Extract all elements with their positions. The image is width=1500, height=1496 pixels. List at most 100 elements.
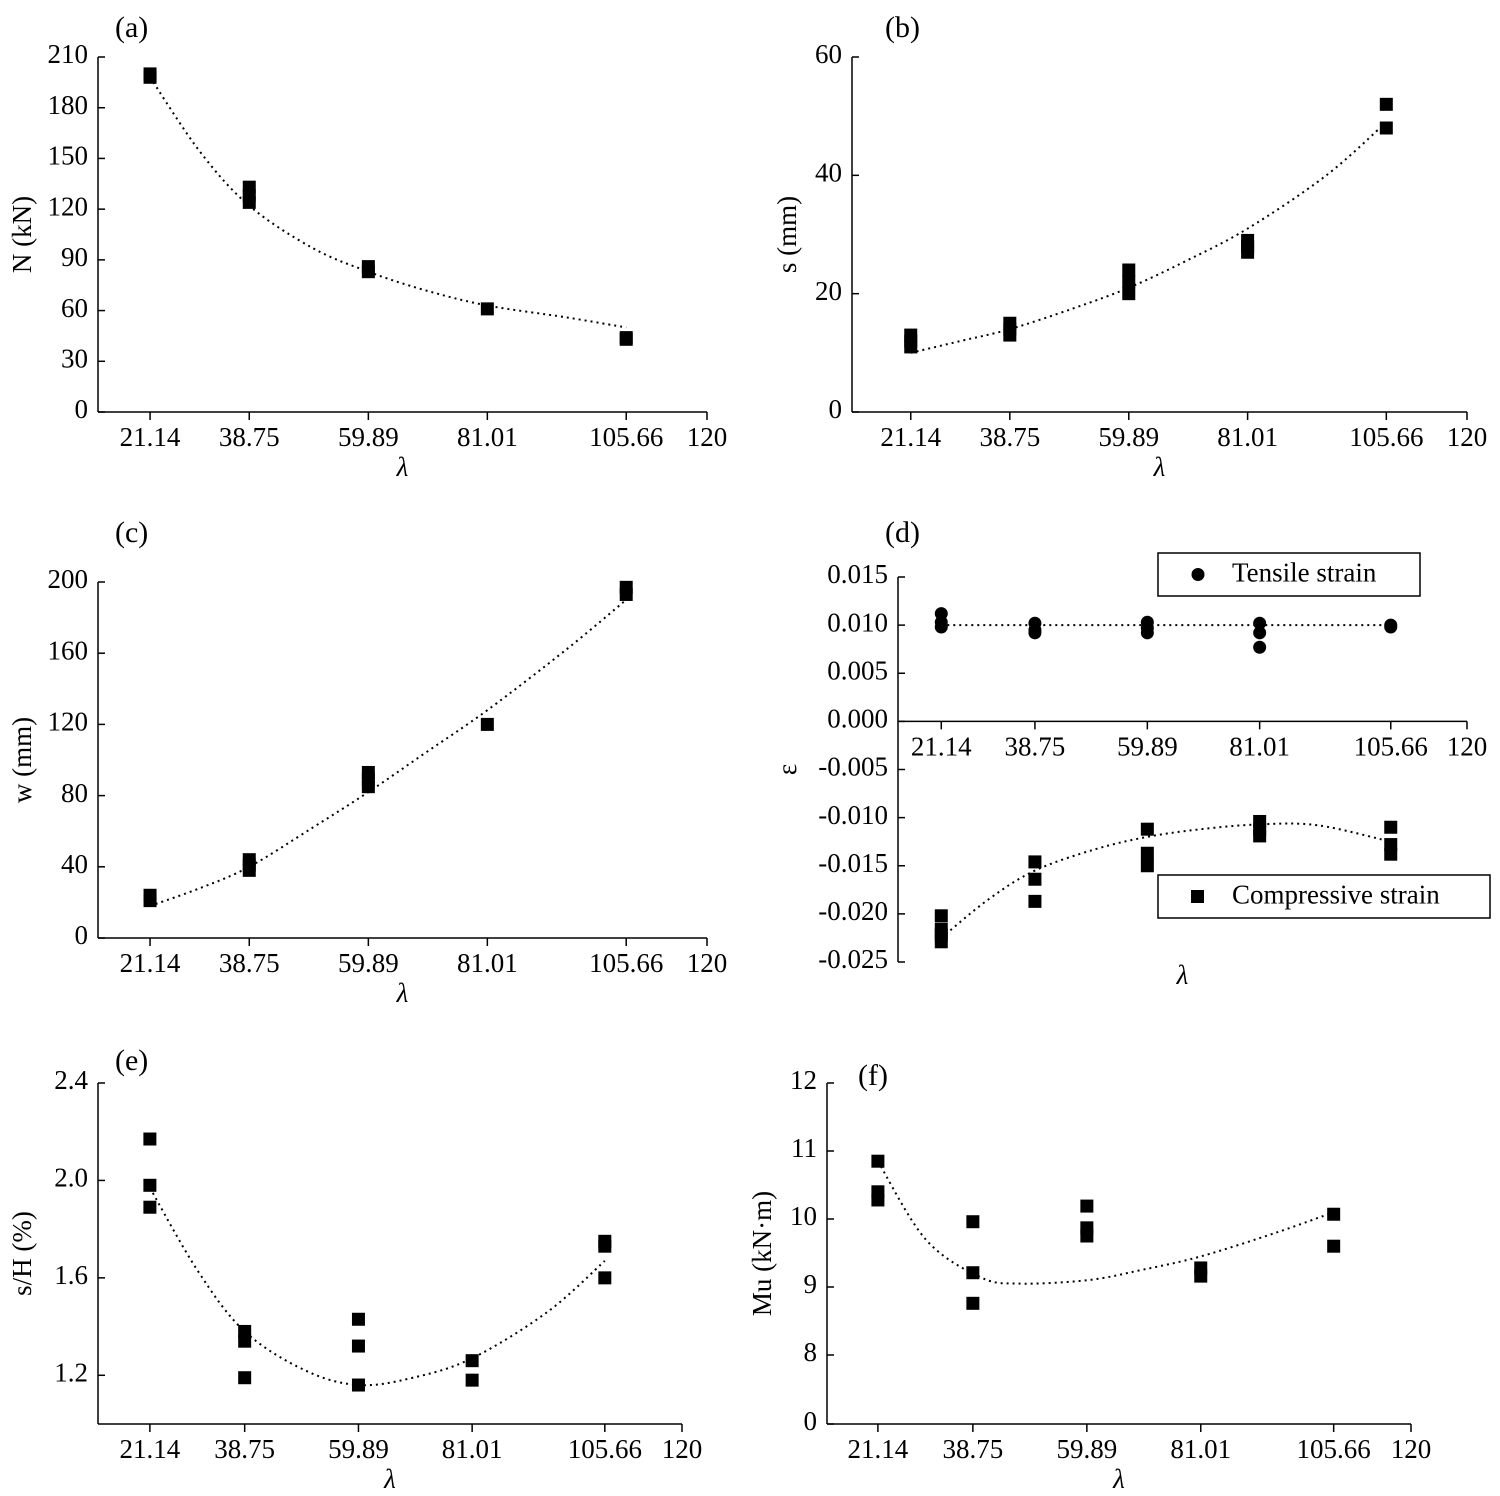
y-tick-label: -0.010 — [818, 800, 888, 830]
x-tick-label: 38.75 — [1005, 732, 1066, 762]
point — [1080, 1229, 1094, 1243]
panel-label: (e) — [115, 1044, 148, 1077]
point — [480, 302, 494, 316]
x-tick-label: 105.66 — [1297, 1434, 1371, 1464]
legend-box — [1157, 874, 1491, 919]
point — [598, 1239, 612, 1253]
panel-label: (b) — [885, 11, 920, 44]
x-tick-label: 38.75 — [214, 1434, 275, 1464]
x-tick-label: 120 — [687, 422, 728, 452]
point — [238, 1334, 252, 1348]
x-tick-label: 59.89 — [338, 422, 399, 452]
point — [934, 620, 948, 634]
point — [1028, 626, 1042, 640]
x-tick-label: 21.14 — [880, 422, 941, 452]
point — [480, 717, 494, 731]
x-tick-label: 81.01 — [442, 1434, 503, 1464]
x-tick-label: 120 — [1447, 732, 1488, 762]
y-tick-label: 40 — [815, 158, 842, 188]
point — [1384, 820, 1398, 834]
y-tick-label: 2.0 — [54, 1163, 88, 1193]
x-axis-label: λ — [1153, 452, 1166, 482]
x-tick-label: 105.66 — [589, 422, 663, 452]
x-tick-label: 105.66 — [1349, 422, 1423, 452]
point — [1122, 263, 1136, 277]
point — [1080, 1199, 1094, 1213]
point — [143, 70, 157, 84]
y-tick-label: 0 — [829, 394, 843, 424]
trend-line — [149, 599, 627, 907]
x-tick-label: 81.01 — [1229, 732, 1290, 762]
point — [1122, 275, 1136, 289]
point — [966, 1215, 980, 1229]
x-tick-label: 81.01 — [457, 422, 518, 452]
y-tick-label: 120 — [48, 707, 89, 737]
point — [1384, 620, 1398, 634]
x-tick-label: 105.66 — [1354, 732, 1428, 762]
y-tick-label: 11 — [791, 1133, 817, 1163]
y-tick-label: 60 — [61, 293, 88, 323]
panel: -0.025 -0.020 -0.015 -0.010 -0.005 0.000 0.005… — [772, 516, 1491, 990]
x-axis-label: λ — [1112, 1464, 1125, 1494]
panel: 0 8 9 10 11 12 21.14 38.75 59.89 81.01 105.66 120 λ M… — [747, 1059, 1431, 1494]
x-tick-label: 21.14 — [911, 732, 972, 762]
point — [904, 340, 918, 354]
point — [1140, 822, 1154, 836]
panel-label: (c) — [115, 516, 148, 549]
point — [351, 1312, 365, 1326]
y-tick-label: 0 — [804, 1406, 818, 1436]
point — [238, 1371, 252, 1385]
point — [143, 1200, 157, 1214]
y-tick-label: 30 — [61, 343, 88, 373]
y-axis-label: N (kN) — [7, 196, 37, 273]
point — [598, 1271, 612, 1285]
point — [1122, 287, 1136, 301]
y-tick-label: 180 — [48, 90, 89, 120]
point — [351, 1339, 365, 1353]
y-tick-label: 90 — [61, 242, 88, 272]
point — [1327, 1239, 1341, 1253]
point — [1241, 245, 1255, 259]
y-tick-label: 210 — [48, 39, 89, 69]
y-tick-label: 40 — [61, 849, 88, 879]
x-tick-label: 59.89 — [328, 1434, 389, 1464]
x-tick-label: 59.89 — [1098, 422, 1159, 452]
x-tick-label: 38.75 — [979, 422, 1040, 452]
panel: 0 40 80 120 160 200 21.14 38.75 59.89 81.01 105.66… — [7, 516, 727, 1008]
point — [143, 1178, 157, 1192]
point — [1384, 847, 1398, 861]
point — [1140, 626, 1154, 640]
y-tick-label: 0 — [75, 394, 89, 424]
panel: 1.2 1.6 2.0 2.4 21.14 38.75 59.89 81.01 105.66 12… — [7, 1044, 702, 1494]
point — [242, 863, 256, 877]
x-tick-label: 21.14 — [120, 422, 181, 452]
y-tick-label: -0.020 — [818, 896, 888, 926]
point — [465, 1354, 479, 1368]
point — [1028, 855, 1042, 869]
x-tick-label: 105.66 — [568, 1434, 642, 1464]
point — [1253, 616, 1267, 630]
y-tick-label: 150 — [48, 141, 89, 171]
x-tick-label: 81.01 — [1217, 422, 1278, 452]
y-tick-label: 1.2 — [54, 1357, 88, 1387]
y-tick-label: 0.005 — [827, 655, 888, 685]
legend-label: Compressive strain — [1232, 880, 1440, 910]
x-tick-label: 38.75 — [219, 948, 280, 978]
point — [143, 894, 157, 908]
y-tick-label: 1.6 — [54, 1260, 88, 1290]
x-axis-label: λ — [396, 978, 409, 1008]
y-tick-label: 8 — [804, 1337, 818, 1367]
y-tick-label: 0.000 — [827, 704, 888, 734]
x-tick-label: 21.14 — [120, 948, 181, 978]
y-tick-label: 120 — [48, 191, 89, 221]
point — [1003, 328, 1017, 342]
x-tick-label: 81.01 — [1170, 1434, 1231, 1464]
y-axis-label: s (mm) — [772, 196, 802, 273]
x-tick-label: 59.89 — [1056, 1434, 1117, 1464]
point — [1253, 626, 1267, 640]
point — [619, 332, 633, 346]
point — [1253, 640, 1267, 654]
y-tick-label: 60 — [815, 39, 842, 69]
